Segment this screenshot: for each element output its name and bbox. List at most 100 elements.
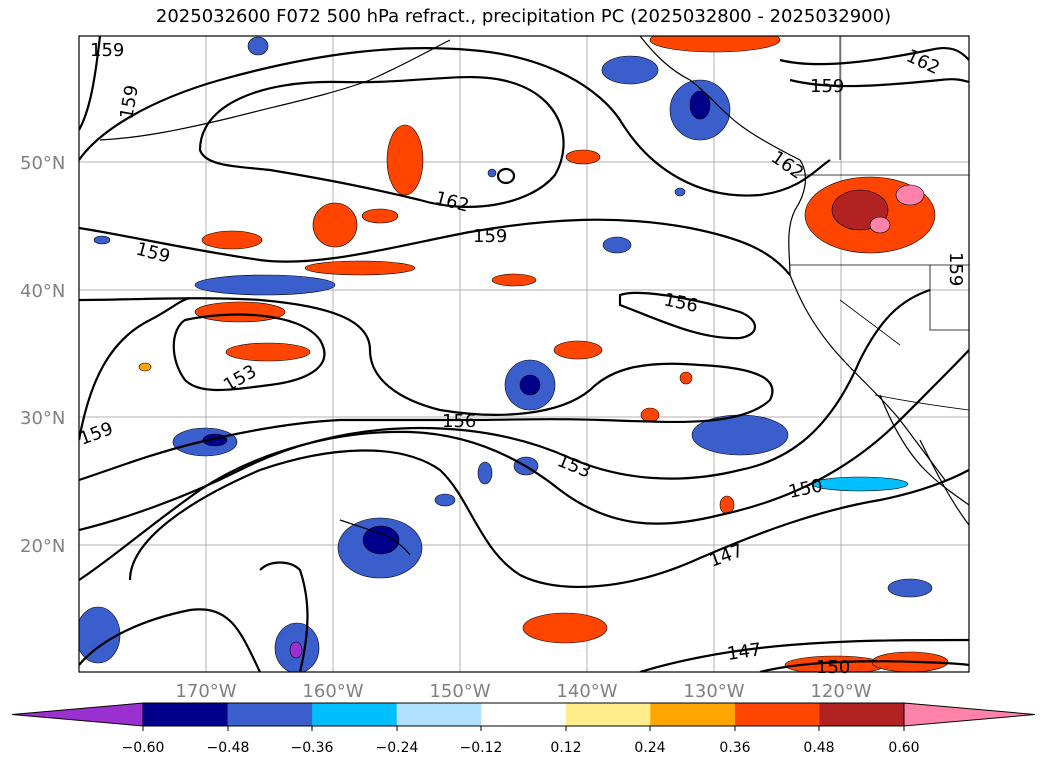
- colorbar-tick-label: −0.48: [207, 740, 250, 756]
- precip-blob: [689, 90, 711, 120]
- lat-label: 20°N: [20, 536, 65, 557]
- colorbar-swatch: [312, 703, 398, 726]
- contour-153-closed: [172, 313, 326, 392]
- colorbar-swatch: [143, 703, 229, 726]
- refractivity-contours: [79, 36, 969, 672]
- chart-title: 2025032600 F072 500 hPa refract., precip…: [155, 6, 892, 27]
- contour-west: [79, 296, 191, 441]
- colorbar-swatch: [396, 703, 482, 726]
- precip-blob: [640, 407, 660, 423]
- colorbar-tick-label: 0.36: [719, 740, 750, 756]
- precip-blob: [201, 230, 263, 250]
- political-borders: [790, 36, 969, 411]
- coastline-aleutians: [99, 39, 451, 141]
- border-us-mexico: [874, 394, 969, 411]
- contour-label: 159: [945, 252, 966, 286]
- contour-159-west-vertical: [79, 36, 102, 131]
- contour-162-closed: [198, 76, 565, 208]
- precip-blob: [565, 149, 601, 165]
- precip-blob: [895, 184, 925, 206]
- lon-label: 150°W: [429, 681, 490, 702]
- lat-label: 50°N: [20, 153, 65, 174]
- colorbar-tick-label: −0.60: [122, 740, 165, 756]
- longitude-labels: 170°W 160°W 150°W 140°W 130°W 120°W: [175, 681, 871, 702]
- colorbar-tick-label: −0.36: [291, 740, 334, 756]
- gridlines: [79, 36, 969, 672]
- colorbar-swatch: [481, 703, 567, 726]
- contour-147-south: [639, 638, 969, 672]
- colorbar-ticks: −0.60 −0.48 −0.36 −0.24 −0.12 0.12 0.24 …: [122, 740, 920, 756]
- precip-blob: [93, 235, 111, 245]
- colorbar-extend-high: [903, 702, 1036, 727]
- precip-blob: [386, 124, 424, 196]
- contour-159-ne: [789, 78, 969, 88]
- contour-south-loop2: [259, 561, 309, 672]
- coastline-baja: [879, 394, 969, 506]
- contour-153-long: [79, 288, 931, 532]
- precip-blob: [289, 641, 303, 659]
- coastline-mexico: [919, 439, 969, 526]
- colorbar-tick-label: 0.12: [550, 740, 581, 756]
- precip-blob: [869, 216, 891, 234]
- colorbar-tick-label: −0.12: [460, 740, 503, 756]
- precip-blob: [649, 36, 781, 53]
- precip-blob: [887, 578, 933, 598]
- precip-blob: [674, 187, 686, 197]
- contour-label: 150: [816, 657, 850, 678]
- contour-label: 159: [810, 76, 844, 97]
- precip-blob: [487, 168, 497, 178]
- colorbar-swatch: [227, 703, 313, 726]
- precip-blob: [519, 374, 541, 396]
- lat-label: 30°N: [20, 408, 65, 429]
- coastline-hawaii: [339, 519, 411, 556]
- map-frame: [78, 35, 970, 673]
- contour-150-se: [759, 660, 969, 672]
- colorbar-tick-label: −0.24: [376, 740, 419, 756]
- colorbar-swatch: [565, 703, 651, 726]
- precip-blob: [679, 371, 693, 385]
- colorbar: −0.60 −0.48 −0.36 −0.24 −0.12 0.12 0.24 …: [11, 702, 1036, 756]
- contour-label: 159: [473, 226, 507, 247]
- coastline-alaska: [639, 36, 801, 161]
- lon-label: 120°W: [810, 681, 871, 702]
- precip-blob: [194, 274, 336, 296]
- precip-blob: [194, 301, 286, 323]
- contour-162-ne: [779, 46, 969, 66]
- colorbar-tick-label: 0.24: [634, 740, 665, 756]
- precip-negative: [79, 36, 933, 672]
- lon-label: 130°W: [683, 681, 744, 702]
- precip-blob: [361, 208, 399, 224]
- contour-156-closed: [618, 291, 757, 340]
- precip-blob: [362, 525, 400, 555]
- precip-blob: [247, 36, 269, 56]
- colorbar-swatch: [819, 703, 905, 726]
- border-state-3: [929, 265, 969, 331]
- colorbar-swatch: [650, 703, 736, 726]
- colorbar-frame: [142, 702, 905, 727]
- precip-blob: [602, 236, 632, 254]
- contour-label: 147: [726, 639, 763, 665]
- precip-positive: [138, 36, 949, 672]
- border-state-2: [839, 299, 901, 346]
- precip-blob: [138, 362, 152, 372]
- contour-147: [128, 449, 969, 588]
- contour-156-upper: [79, 297, 774, 482]
- latitude-labels: 50°N 40°N 30°N 20°N: [20, 153, 65, 557]
- contour-south-loop: [79, 608, 261, 672]
- colorbar-tick-label: 0.48: [803, 740, 834, 756]
- precip-blob: [304, 260, 416, 276]
- lon-label: 160°W: [302, 681, 363, 702]
- coastlines: [99, 36, 969, 556]
- precip-blob: [225, 342, 311, 362]
- precip-blob: [491, 273, 537, 287]
- contour-label: 156: [442, 411, 476, 432]
- precip-blob: [522, 612, 608, 644]
- colorbar-swatch: [734, 703, 820, 726]
- coastline-california: [789, 274, 946, 481]
- contour-159-north: [79, 47, 831, 197]
- lat-label: 40°N: [20, 281, 65, 302]
- colorbar-swatches: [11, 702, 1036, 731]
- precip-blob: [553, 340, 603, 360]
- contour-150: [79, 349, 969, 581]
